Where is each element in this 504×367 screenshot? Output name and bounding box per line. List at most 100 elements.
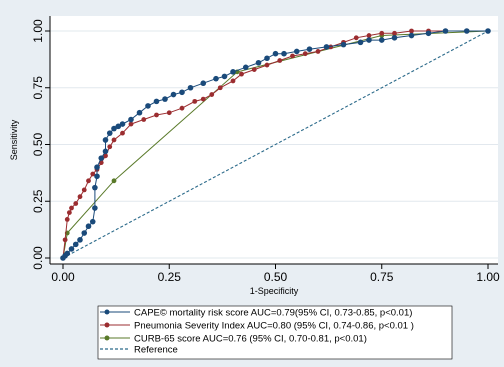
point-cape-17: [111, 125, 117, 132]
x-tick-label-3: 0.75: [370, 270, 394, 284]
point-cape-45: [408, 32, 415, 39]
point-psi-5: [73, 201, 79, 206]
point-psi-29: [277, 58, 283, 63]
point-psi-27: [251, 67, 257, 72]
legend-label-curb: CURB-65 score AUC=0.76 (95% CI, 0.70-0.8…: [134, 334, 367, 345]
point-cape-12: [94, 164, 100, 170]
point-cape-27: [187, 84, 194, 91]
y-tick-label-3: 0.75: [31, 76, 45, 100]
point-cape-43: [378, 37, 385, 43]
point-curb-2: [111, 178, 117, 184]
point-cape-33: [255, 59, 262, 66]
point-psi-35: [353, 35, 359, 41]
x-axis-title: 1-Specificity: [250, 286, 299, 296]
x-axis-ticks: 0.00 0.25 0.50 0.75 1.00: [51, 264, 500, 284]
point-psi-19: [166, 110, 172, 116]
point-psi-15: [120, 130, 125, 136]
y-tick-label-0: 0.00: [31, 246, 45, 270]
point-psi-13: [107, 144, 113, 150]
legend-swatch-marker-curb: [104, 335, 110, 341]
point-cape-26: [179, 89, 185, 96]
legend-swatch-marker-cape: [104, 309, 110, 315]
point-psi-20: [179, 105, 185, 111]
point-cape-39: [323, 44, 330, 50]
point-cape-4: [72, 241, 79, 248]
point-cape-46: [425, 30, 432, 37]
point-psi-16: [128, 121, 134, 127]
point-psi-31: [302, 51, 308, 57]
point-psi-37: [379, 30, 385, 36]
point-cape-32: [242, 64, 249, 71]
point-psi-3: [66, 210, 72, 216]
legend-label-psi: Pneumonia Severity Index AUC=0.80 (95% C…: [134, 321, 414, 332]
x-tick-label-4: 1.00: [476, 270, 500, 284]
point-cape-2: [64, 250, 71, 257]
point-cape-36: [281, 50, 287, 57]
point-cape-44: [391, 35, 398, 41]
legend-swatch-marker-psi: [104, 322, 110, 328]
legend-item-curb: CURB-65 score AUC=0.76 (95% CI, 0.70-0.8…: [100, 334, 367, 345]
point-psi-23: [209, 92, 215, 97]
y-axis-ticks: 0.00 0.25 0.50 0.75 1.00: [31, 19, 50, 270]
point-psi-30: [290, 53, 295, 59]
point-psi-4: [69, 205, 74, 211]
point-cape-30: [221, 73, 228, 80]
point-psi-38: [392, 30, 397, 36]
point-psi-1: [62, 237, 68, 243]
point-psi-12: [103, 153, 108, 159]
point-psi-25: [230, 78, 236, 84]
legend-box: [97, 305, 453, 360]
point-cape-9: [92, 205, 98, 211]
x-tick-label-0: 0.00: [51, 270, 75, 284]
legend-item-cape: CAPE© mortality risk score AUC=0.79(95% …: [100, 308, 412, 319]
point-psi-26: [239, 71, 244, 77]
point-cape-47: [442, 28, 449, 34]
legend-item-psi: Pneumonia Severity Index AUC=0.80 (95% C…: [100, 321, 414, 332]
point-cape-37: [293, 48, 300, 55]
point-cape-23: [153, 98, 160, 105]
point-psi-8: [86, 178, 91, 184]
point-cape-11: [94, 173, 100, 180]
plot-area: [50, 16, 498, 264]
point-psi-39: [409, 28, 414, 34]
point-cape-15: [102, 137, 109, 143]
point-cape-28: [200, 80, 207, 87]
point-cape-34: [264, 55, 270, 62]
point-cape-24: [162, 96, 168, 102]
point-cape-31: [230, 69, 236, 75]
point-cape-8: [89, 218, 96, 225]
point-psi-6: [77, 194, 83, 200]
legend-item-reference: Reference: [100, 345, 178, 356]
point-cape-35: [272, 50, 279, 57]
point-psi-14: [111, 137, 117, 143]
point-cape-13: [98, 155, 105, 161]
point-cape-19: [119, 121, 126, 127]
point-psi-22: [200, 96, 206, 102]
x-tick-label-2: 0.50: [264, 270, 288, 284]
series-curb-line: [62, 30, 489, 259]
point-cape-21: [136, 109, 143, 116]
point-cape-48: [463, 28, 470, 34]
point-psi-24: [217, 85, 223, 91]
point-cape-29: [213, 75, 219, 82]
point-psi-17: [141, 117, 147, 122]
point-cape-7: [85, 223, 92, 230]
point-cape-3: [68, 246, 75, 252]
point-psi-2: [64, 217, 70, 222]
point-psi-18: [154, 112, 159, 118]
point-cape-20: [128, 116, 134, 123]
point-cape-25: [170, 91, 177, 98]
point-cape-49: [485, 28, 491, 34]
point-cape-10: [92, 184, 98, 191]
legend: CAPE© mortality risk score AUC=0.79(95% …: [97, 305, 453, 360]
point-cape-40: [340, 41, 347, 48]
point-psi-9: [90, 171, 96, 177]
legend-label-cape: CAPE© mortality risk score AUC=0.79(95% …: [134, 308, 412, 319]
point-psi-21: [192, 98, 198, 104]
reference-line: [62, 30, 489, 259]
point-psi-36: [366, 33, 372, 38]
point-cape-6: [81, 230, 88, 236]
series-cape: [60, 28, 491, 261]
point-psi-28: [264, 62, 270, 68]
